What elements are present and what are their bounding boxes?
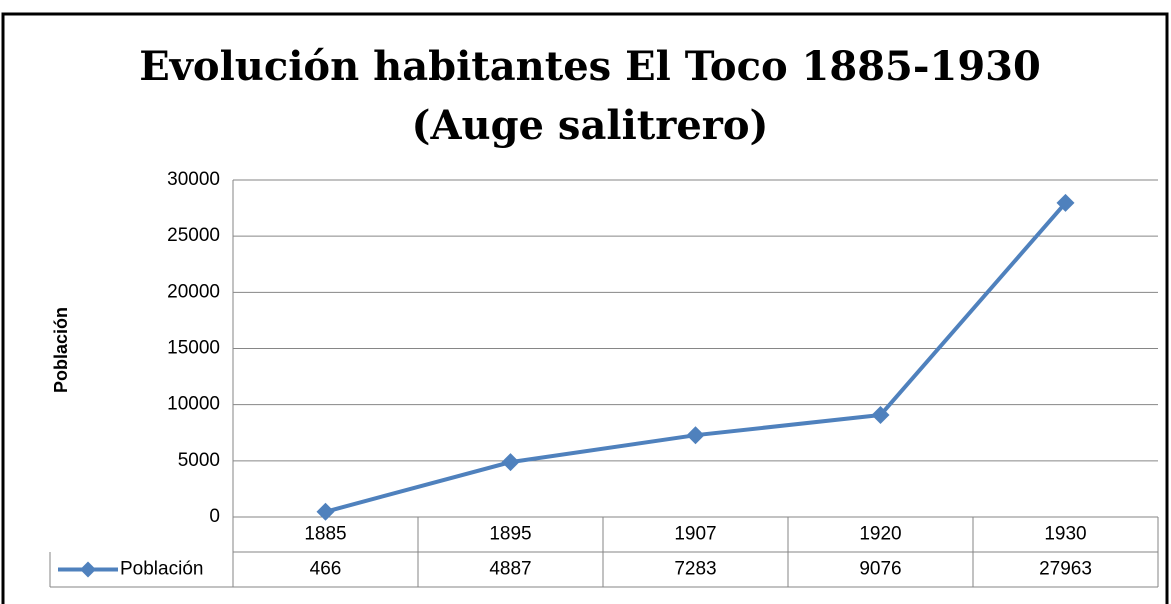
chart-frame (1, 12, 1169, 604)
chart-subtitle: (Auge salitrero) (412, 102, 769, 149)
y-axis-title: Población (51, 307, 71, 393)
data-point (871, 406, 890, 425)
legend-marker (80, 561, 96, 578)
data-point (686, 426, 705, 445)
series-line (324, 201, 1068, 514)
data-point (501, 453, 520, 472)
data-point (1056, 193, 1075, 212)
legend-label: Población (120, 559, 203, 580)
data-point (316, 502, 335, 521)
y-tick-label: 20000 (167, 281, 220, 302)
chart-title: Evolución habitantes El Toco 1885-1930 (139, 43, 1041, 90)
table-value: 27963 (1039, 559, 1092, 580)
x-tick-label: 1885 (304, 524, 346, 545)
table-value: 4887 (489, 559, 531, 580)
y-tick-label: 30000 (167, 169, 220, 190)
y-tick-label: 5000 (178, 450, 220, 471)
x-tick-label: 1930 (1044, 524, 1086, 545)
y-tick-label: 15000 (167, 338, 220, 359)
y-tick-label: 0 (209, 506, 220, 527)
y-tick-label: 10000 (167, 394, 220, 415)
y-tick-label: 25000 (167, 225, 220, 246)
table-value: 7283 (674, 559, 716, 580)
x-tick-label: 1907 (674, 524, 716, 545)
table-value: 466 (310, 559, 342, 580)
x-tick-label: 1895 (489, 524, 531, 545)
x-tick-label: 1920 (859, 524, 901, 545)
table-value: 9076 (859, 559, 901, 580)
